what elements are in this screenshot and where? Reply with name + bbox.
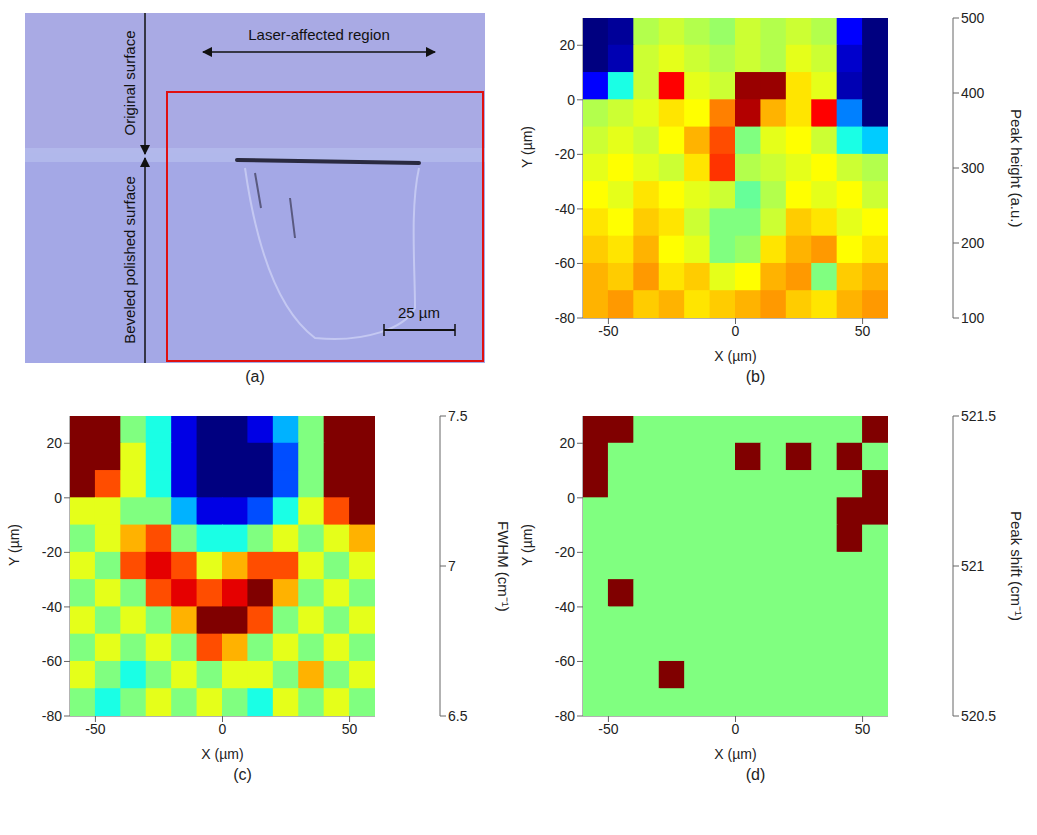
svg-text:-40: -40 [555, 201, 575, 217]
svg-text:Y (µm): Y (µm) [519, 126, 535, 168]
svg-text:200: 200 [961, 235, 985, 251]
svg-text:7.5: 7.5 [448, 408, 468, 424]
svg-text:-50: -50 [85, 721, 105, 737]
svg-text:0: 0 [567, 92, 575, 108]
svg-text:50: 50 [855, 721, 871, 737]
html-text:(d): (d) [745, 766, 766, 783]
svg-text:521: 521 [961, 558, 985, 574]
svg-text:500: 500 [961, 10, 985, 26]
html-text:Peak shift (cm⁻¹): Peak shift (cm⁻¹) [1008, 511, 1025, 621]
svg-text:50: 50 [342, 721, 358, 737]
svg-text:0: 0 [567, 490, 575, 506]
svg-text:521.5: 521.5 [961, 408, 996, 424]
svg-text:100: 100 [961, 310, 985, 326]
svg-text:6.5: 6.5 [448, 708, 468, 724]
svg-text:-50: -50 [598, 323, 618, 339]
svg-text:Original surface: Original surface [121, 30, 138, 135]
svg-text:-60: -60 [555, 653, 575, 669]
svg-text:-80: -80 [42, 708, 62, 724]
svg-text:-60: -60 [555, 255, 575, 271]
svg-text:Y (µm): Y (µm) [519, 524, 535, 566]
svg-text:-80: -80 [555, 708, 575, 724]
html-text:Peak height (a.u.): Peak height (a.u.) [1007, 108, 1025, 228]
svg-text:400: 400 [961, 85, 985, 101]
html-text:FWHM (cm⁻¹): FWHM (cm⁻¹) [495, 520, 512, 612]
svg-text:-20: -20 [42, 544, 62, 560]
svg-text:Beveled polished surface: Beveled polished surface [121, 176, 138, 344]
svg-text:300: 300 [961, 160, 985, 176]
svg-text:-60: -60 [42, 653, 62, 669]
svg-text:Y (µm): Y (µm) [6, 524, 22, 566]
svg-text:50: 50 [855, 323, 871, 339]
html-text:(c): (c) [233, 766, 252, 783]
svg-text:0: 0 [732, 721, 740, 737]
svg-text:0: 0 [732, 323, 740, 339]
svg-text:-50: -50 [598, 721, 618, 737]
svg-text:0: 0 [54, 490, 62, 506]
html-text:(a): (a) [245, 368, 265, 385]
svg-text:20: 20 [46, 435, 62, 451]
svg-text:25 µm: 25 µm [398, 304, 440, 321]
svg-text:-40: -40 [42, 599, 62, 615]
html-text:(b): (b) [745, 368, 766, 385]
svg-text:0: 0 [219, 721, 227, 737]
svg-text:X (µm): X (µm) [714, 746, 756, 762]
svg-text:Laser-affected region: Laser-affected region [248, 26, 389, 43]
svg-text:-20: -20 [555, 544, 575, 560]
svg-text:520.5: 520.5 [961, 708, 996, 724]
svg-text:7: 7 [448, 558, 456, 574]
svg-text:X (µm): X (µm) [201, 746, 243, 762]
svg-text:-20: -20 [555, 146, 575, 162]
svg-text:20: 20 [559, 37, 575, 53]
svg-text:20: 20 [559, 435, 575, 451]
svg-text:X (µm): X (µm) [714, 348, 756, 364]
svg-text:-80: -80 [555, 310, 575, 326]
svg-text:-40: -40 [555, 599, 575, 615]
